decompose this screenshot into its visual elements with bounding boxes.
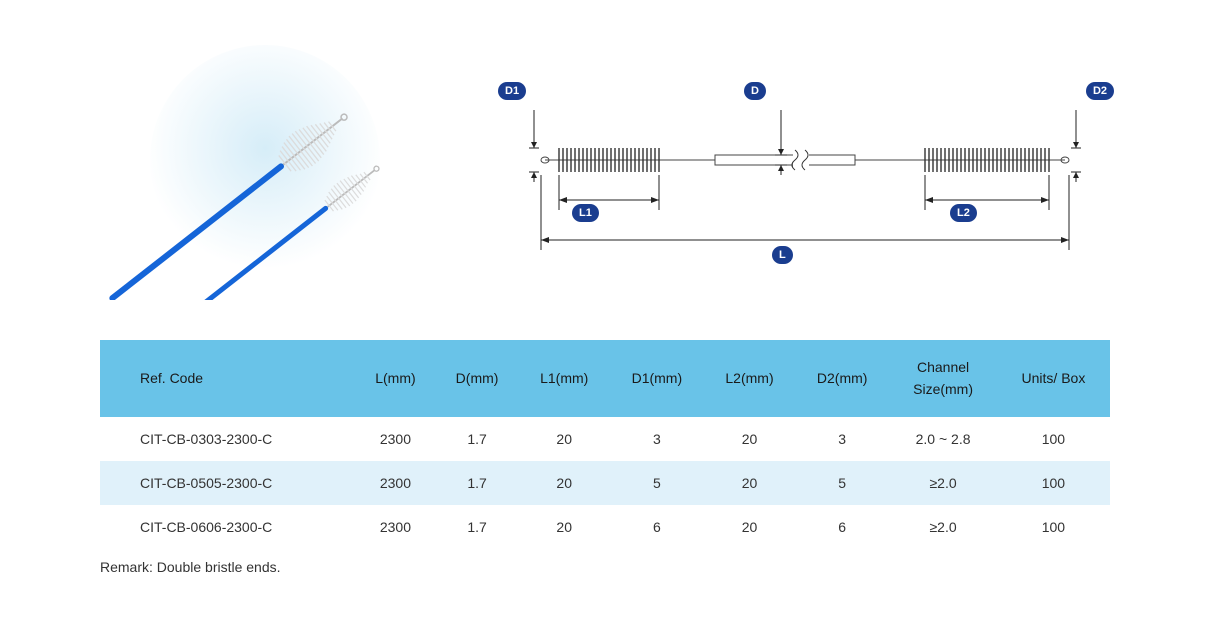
product-photo: [100, 40, 440, 300]
table-cell: 20: [704, 417, 795, 461]
table-cell: CIT-CB-0505-2300-C: [100, 461, 355, 505]
table-cell: 5: [610, 461, 704, 505]
diagram-label-d1: D1: [498, 82, 526, 100]
table-header: L(mm): [355, 340, 435, 417]
technical-diagram: D1 D D2 L1 L2 L: [500, 70, 1110, 270]
table-header: D1(mm): [610, 340, 704, 417]
table-cell: 2300: [355, 461, 435, 505]
table-cell: 1.7: [435, 461, 518, 505]
table-header: Units/ Box: [997, 340, 1110, 417]
table-cell: 6: [610, 505, 704, 549]
table-cell: CIT-CB-0606-2300-C: [100, 505, 355, 549]
table-cell: 1.7: [435, 417, 518, 461]
table-cell: 100: [997, 417, 1110, 461]
table-cell: 6: [795, 505, 889, 549]
table-cell: 100: [997, 461, 1110, 505]
diagram-label-d2: D2: [1086, 82, 1114, 100]
diagram-label-l2: L2: [950, 204, 977, 222]
table-cell: 20: [704, 505, 795, 549]
table-cell: 2300: [355, 417, 435, 461]
table-header: D(mm): [435, 340, 518, 417]
table-header: L2(mm): [704, 340, 795, 417]
spec-table: Ref. CodeL(mm)D(mm)L1(mm)D1(mm)L2(mm)D2(…: [100, 340, 1110, 549]
table-cell: 1.7: [435, 505, 518, 549]
table-row: CIT-CB-0303-2300-C23001.72032032.0 ~ 2.8…: [100, 417, 1110, 461]
table-header: D2(mm): [795, 340, 889, 417]
table-cell: 2300: [355, 505, 435, 549]
remark-text: Remark: Double bristle ends.: [100, 559, 1110, 575]
table-cell: CIT-CB-0303-2300-C: [100, 417, 355, 461]
table-row: CIT-CB-0505-2300-C23001.7205205≥2.0100: [100, 461, 1110, 505]
table-cell: 100: [997, 505, 1110, 549]
table-cell: ≥2.0: [889, 461, 997, 505]
table-cell: 3: [795, 417, 889, 461]
table-header: L1(mm): [519, 340, 610, 417]
table-header: Ref. Code: [100, 340, 355, 417]
diagram-label-d: D: [744, 82, 766, 100]
table-cell: 20: [519, 461, 610, 505]
table-cell: 2.0 ~ 2.8: [889, 417, 997, 461]
table-cell: 20: [704, 461, 795, 505]
diagram-label-l1: L1: [572, 204, 599, 222]
table-cell: 3: [610, 417, 704, 461]
table-cell: 5: [795, 461, 889, 505]
table-cell: 20: [519, 417, 610, 461]
table-cell: ≥2.0: [889, 505, 997, 549]
table-row: CIT-CB-0606-2300-C23001.7206206≥2.0100: [100, 505, 1110, 549]
diagram-label-l: L: [772, 246, 793, 264]
table-header: ChannelSize(mm): [889, 340, 997, 417]
table-cell: 20: [519, 505, 610, 549]
